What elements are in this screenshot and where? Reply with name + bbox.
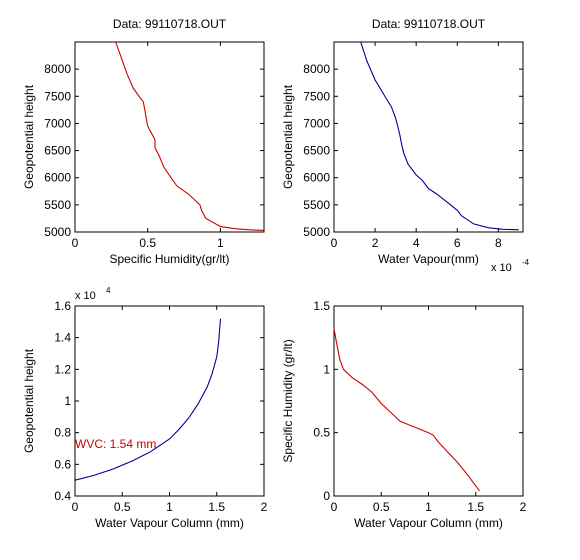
- y-tick-label: 0.8: [54, 426, 71, 440]
- x-tick-label: 2: [372, 236, 379, 250]
- series-line-1: [333, 328, 480, 492]
- subplot-3: 0 0.5 1 1.5 2 0.4 0.6 0.8 1 1.2 1.4 1.6 Water Vapour…: [22, 286, 268, 530]
- series-line-1: [360, 41, 519, 231]
- y-tick-label: 7000: [44, 116, 71, 130]
- x-axis-label: Water Vapour(mm): [378, 252, 479, 266]
- y-tick-label: 5000: [44, 225, 71, 239]
- x-exponent-power: -4: [522, 258, 530, 267]
- x-tick-label: 2: [520, 500, 527, 514]
- axes-box: [333, 41, 524, 233]
- y-tick-label: 6500: [303, 144, 330, 158]
- x-tick-label: 0: [331, 500, 338, 514]
- y-tick-label: 1: [323, 362, 330, 376]
- x-tick-label: 1: [166, 500, 173, 514]
- y-tick-label: 1.5: [313, 299, 330, 313]
- axes-box: [74, 41, 265, 233]
- y-tick-label: 1.6: [54, 299, 71, 313]
- x-tick-label: 0: [72, 236, 79, 250]
- y-tick-label: 6000: [303, 171, 330, 185]
- y-tick-label: 1: [64, 394, 71, 408]
- axes-box: [333, 305, 524, 497]
- x-axis-label: Specific Humidity(gr/lt): [109, 252, 229, 266]
- x-exponent-label: x 10: [491, 262, 512, 274]
- y-axis-label: Specific Humidity (gr/lt): [281, 339, 295, 462]
- y-tick-label: 5000: [303, 225, 330, 239]
- chart-title: Data: 99110718.OUT: [372, 17, 486, 31]
- y-tick-label: 0.6: [54, 457, 71, 471]
- x-tick-label: 1: [425, 500, 432, 514]
- y-tick-label: 0.5: [313, 426, 330, 440]
- x-tick-label: 0.5: [114, 500, 131, 514]
- x-tick-label: 6: [454, 236, 461, 250]
- axes-box: [74, 305, 265, 497]
- x-tick-label: 1: [217, 236, 224, 250]
- y-tick-label: 8000: [303, 62, 330, 76]
- y-exponent-label: x 10: [75, 290, 96, 302]
- x-tick-label: 0.5: [139, 236, 156, 250]
- x-tick-label: 1.5: [208, 500, 225, 514]
- series-line-1: [115, 41, 265, 231]
- subplot-4: 0 0.5 1 1.5 2 0 0.5 1 1.5 Water Vapour Column (mm…: [281, 299, 527, 530]
- y-axis-label: Geopotential height: [22, 348, 36, 453]
- x-tick-label: 0: [331, 236, 338, 250]
- y-tick-label: 0.4: [54, 489, 71, 503]
- x-axis-label: Water Vapour Column (mm): [95, 516, 244, 530]
- y-exponent-power: 4: [106, 286, 111, 295]
- y-tick-label: 6000: [44, 171, 71, 185]
- y-tick-label: 7500: [44, 89, 71, 103]
- y-tick-label: 1.4: [54, 331, 71, 345]
- series-line-1: [74, 318, 222, 481]
- subplot-2: 0 2 4 6 8 5000 5500 6000 6500 7000 7500 8000 Data: 9…: [281, 17, 530, 274]
- wvc-annotation: WVC: 1.54 mm: [75, 437, 156, 451]
- y-tick-label: 1.2: [54, 362, 71, 376]
- y-tick-label: 5500: [44, 198, 71, 212]
- x-tick-label: 2: [261, 500, 268, 514]
- x-tick-label: 0.5: [373, 500, 390, 514]
- y-axis-label: Geopotential height: [281, 84, 295, 189]
- x-axis-label: Water Vapour Column (mm): [354, 516, 503, 530]
- y-tick-label: 6500: [44, 144, 71, 158]
- y-axis-label: Geopotential height: [22, 84, 36, 189]
- y-tick-label: 5500: [303, 198, 330, 212]
- chart-title: Data: 99110718.OUT: [113, 17, 227, 31]
- y-tick-label: 0: [323, 489, 330, 503]
- x-tick-label: 8: [495, 236, 502, 250]
- y-tick-label: 7000: [303, 116, 330, 130]
- y-tick-label: 8000: [44, 62, 71, 76]
- y-tick-label: 7500: [303, 89, 330, 103]
- x-tick-label: 4: [413, 236, 420, 250]
- x-tick-label: 1.5: [467, 500, 484, 514]
- subplot-1: 0 0.5 1 5000 5500 6000 6500 7000 7500 8000 Data: 9…: [22, 17, 265, 266]
- x-tick-label: 0: [72, 500, 79, 514]
